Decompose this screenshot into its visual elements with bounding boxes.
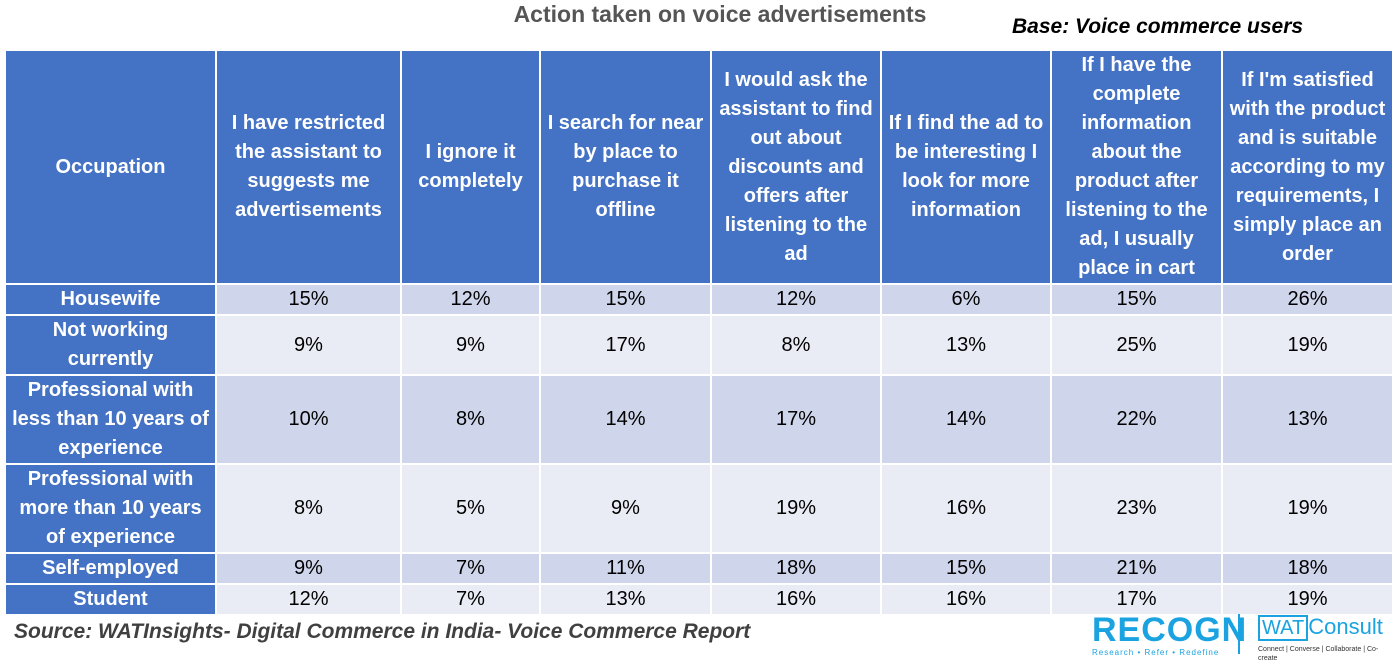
- chart-title: Action taken on voice advertisements: [513, 1, 927, 27]
- column-header: If I find the ad to be interesting I loo…: [880, 49, 1052, 285]
- column-header: If I have the complete information about…: [1050, 49, 1223, 285]
- header-row: Occupation I have restricted the assista…: [4, 49, 1394, 285]
- table-cell: 12%: [400, 283, 541, 316]
- row-label: Housewife: [4, 283, 217, 316]
- column-header: I ignore it completely: [400, 49, 541, 285]
- row-label: Professional with less than 10 years of …: [4, 374, 217, 465]
- row-label: Self-employed: [4, 552, 217, 585]
- watconsult-tagline: Connect | Converse | Collaborate | Co-cr…: [1258, 646, 1379, 662]
- table-cell: 13%: [1221, 374, 1394, 465]
- table-row: Student 12% 7% 13% 16% 16% 17% 19%: [4, 583, 1394, 616]
- row-label: Student: [4, 583, 217, 616]
- table-cell: 19%: [1221, 463, 1394, 554]
- table-cell: 16%: [710, 583, 882, 616]
- table-cell: 10%: [215, 374, 402, 465]
- table-cell: 19%: [710, 463, 882, 554]
- source-note: Source: WATInsights- Digital Commerce in…: [14, 620, 751, 643]
- table-cell: 5%: [400, 463, 541, 554]
- table-cell: 12%: [710, 283, 882, 316]
- table-cell: 8%: [215, 463, 402, 554]
- recogn-logo: RECOGN Research • Refer • Redefine: [1092, 611, 1248, 658]
- table-cell: 15%: [215, 283, 402, 316]
- table-cell: 11%: [539, 552, 712, 585]
- table-cell: 15%: [880, 552, 1052, 585]
- column-header: I search for near by place to purchase i…: [539, 49, 712, 285]
- column-header: Occupation: [4, 49, 217, 285]
- chart-subtitle: Base: Voice commerce users: [1012, 15, 1304, 38]
- table-cell: 21%: [1050, 552, 1223, 585]
- table-cell: 14%: [880, 374, 1052, 465]
- table-cell: 7%: [400, 583, 541, 616]
- table-cell: 19%: [1221, 583, 1394, 616]
- table-cell: 16%: [880, 463, 1052, 554]
- column-header: I would ask the assistant to find out ab…: [710, 49, 882, 285]
- table-row: Professional with more than 10 years of …: [4, 463, 1394, 554]
- table-cell: 9%: [539, 463, 712, 554]
- column-header: If I'm satisfied with the product and is…: [1221, 49, 1394, 285]
- table-cell: 14%: [539, 374, 712, 465]
- table-row: Self-employed 9% 7% 11% 18% 15% 21% 18%: [4, 552, 1394, 585]
- column-header: I have restricted the assistant to sugge…: [215, 49, 402, 285]
- table-cell: 18%: [1221, 552, 1394, 585]
- table-cell: 25%: [1050, 314, 1223, 376]
- consult-text: Consult: [1308, 614, 1383, 639]
- wat-box-text: WAT: [1258, 615, 1309, 641]
- row-label: Professional with more than 10 years of …: [4, 463, 217, 554]
- recogn-wordmark: RECOGN: [1092, 611, 1248, 649]
- table-row: Professional with less than 10 years of …: [4, 374, 1394, 465]
- table-cell: 12%: [215, 583, 402, 616]
- table-row: Not working currently 9% 9% 17% 8% 13% 2…: [4, 314, 1394, 376]
- table-cell: 15%: [539, 283, 712, 316]
- table-cell: 22%: [1050, 374, 1223, 465]
- table-cell: 9%: [215, 314, 402, 376]
- table-cell: 13%: [539, 583, 712, 616]
- table-cell: 8%: [710, 314, 882, 376]
- table-cell: 13%: [880, 314, 1052, 376]
- table-cell: 17%: [710, 374, 882, 465]
- row-label: Not working currently: [4, 314, 217, 376]
- table-cell: 18%: [710, 552, 882, 585]
- table-cell: 15%: [1050, 283, 1223, 316]
- table-cell: 23%: [1050, 463, 1223, 554]
- recogn-tagline: Research • Refer • Redefine: [1092, 648, 1220, 657]
- table-cell: 17%: [539, 314, 712, 376]
- logo-divider: [1238, 614, 1240, 654]
- table-cell: 8%: [400, 374, 541, 465]
- table-cell: 9%: [215, 552, 402, 585]
- table-cell: 9%: [400, 314, 541, 376]
- watconsult-logo: WAT Consult Connect | Converse | Collabor…: [1258, 614, 1393, 662]
- table-cell: 26%: [1221, 283, 1394, 316]
- table-cell: 7%: [400, 552, 541, 585]
- table-cell: 19%: [1221, 314, 1394, 376]
- table-cell: 17%: [1050, 583, 1223, 616]
- table-cell: 6%: [880, 283, 1052, 316]
- table-cell: 16%: [880, 583, 1052, 616]
- data-table: Occupation I have restricted the assista…: [4, 49, 1394, 616]
- table-row: Housewife 15% 12% 15% 12% 6% 15% 26%: [4, 283, 1394, 316]
